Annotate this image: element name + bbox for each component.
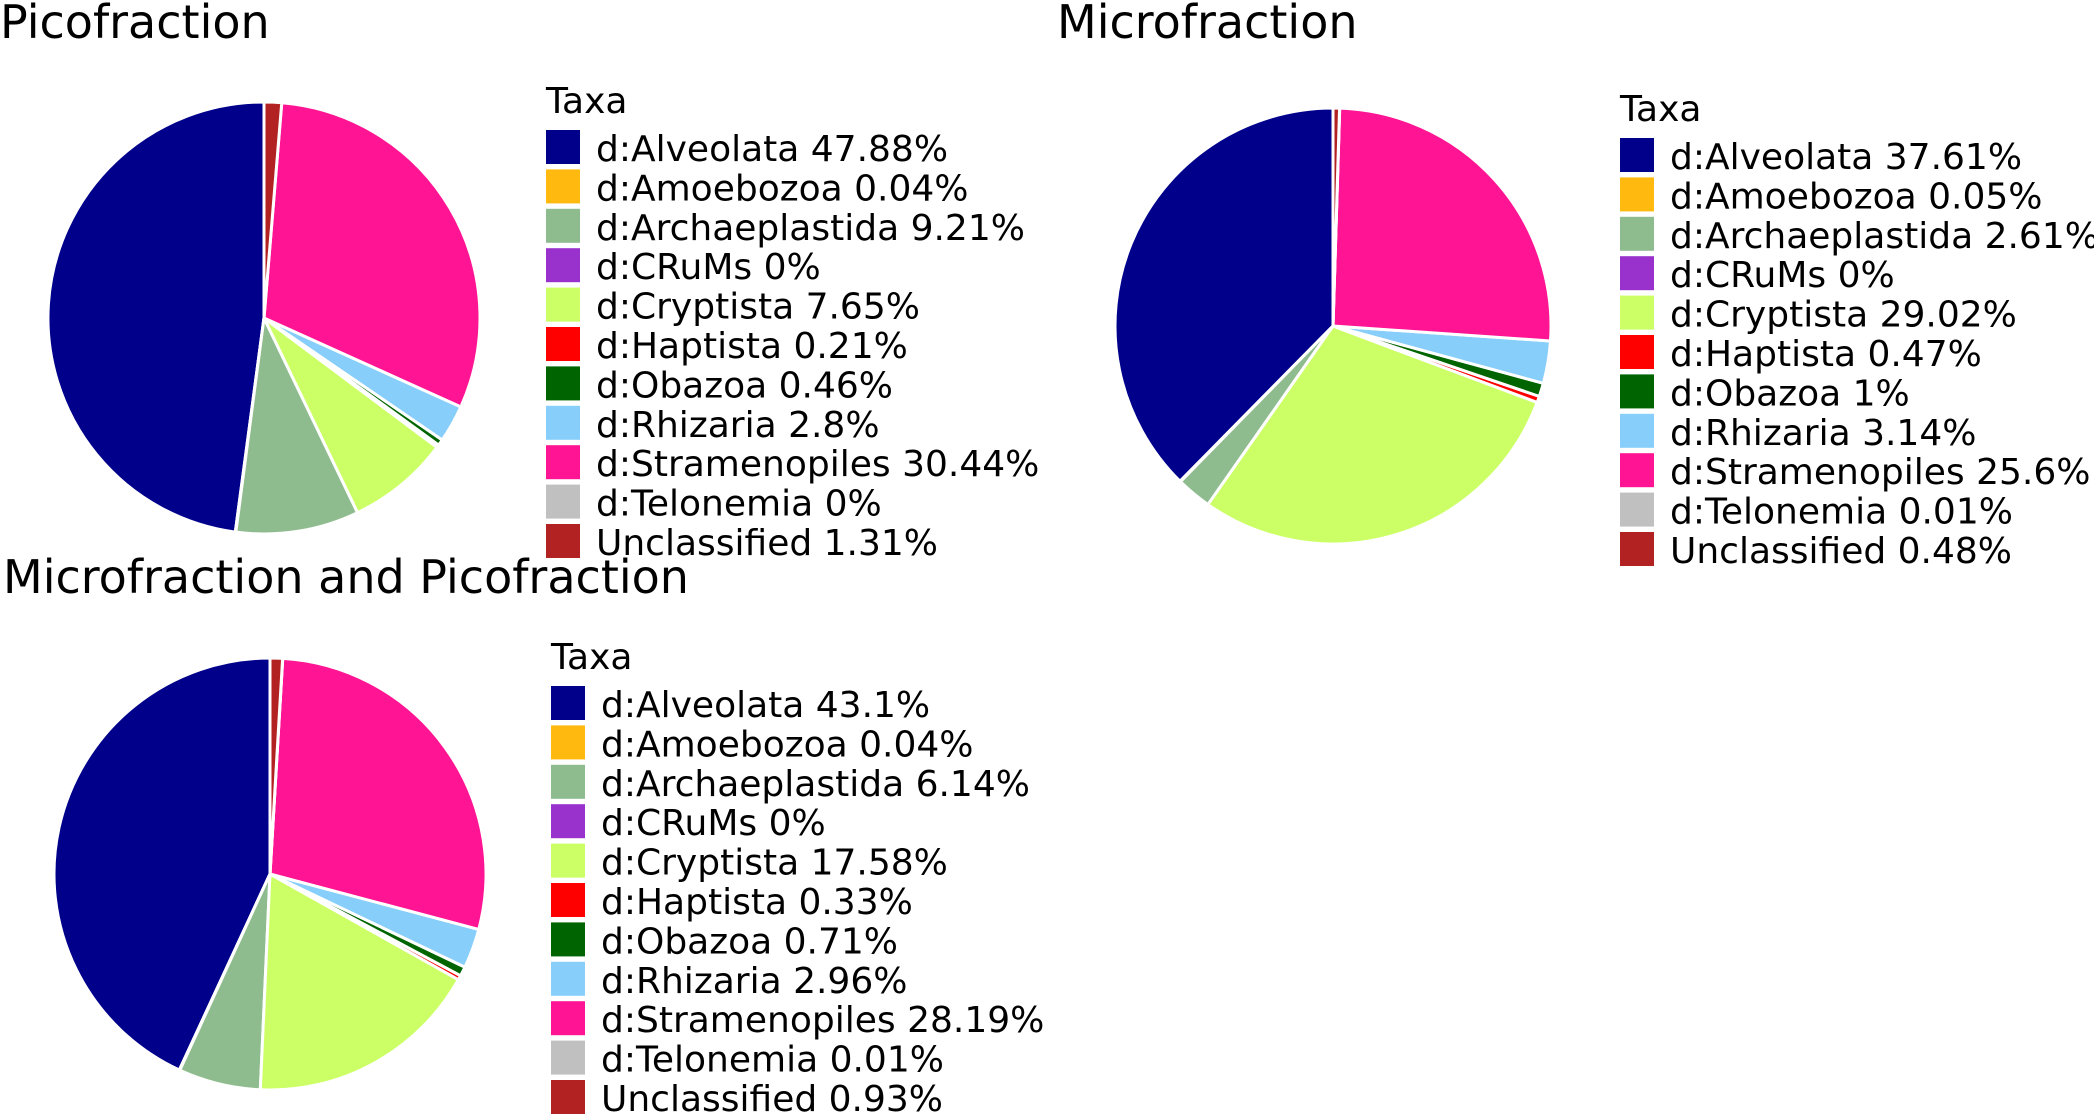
legend-label-d-cryptista: d:Cryptista 17.58% (601, 843, 948, 884)
pie-slice-unclassified (1331, 106, 1342, 328)
pie-slice-d-alveolata (52, 656, 272, 1072)
legend-key-d-crums (546, 248, 580, 283)
legend-label-d-archaeplastida: d:Archaeplastida 9.21% (596, 208, 1025, 249)
legend-key-d-rhizaria (546, 405, 580, 440)
legend-label-d-alveolata: d:Alveolata 47.88% (596, 129, 948, 170)
legend-label-d-telonemia: d:Telonemia 0.01% (1670, 492, 2013, 533)
legend-label-d-cryptista: d:Cryptista 7.65% (596, 287, 920, 328)
pie-slice-unclassified (268, 656, 285, 876)
legend-key-d-obazoa (1620, 374, 1654, 409)
legend-label-d-cryptista: d:Cryptista 29.02% (1670, 295, 2017, 336)
pie-slice-d-archaeplastida (234, 316, 360, 536)
legend-label-d-amoebozoa: d:Amoebozoa 0.05% (1670, 176, 2043, 217)
legend-label-unclassified: Unclassified 0.93% (601, 1079, 943, 1119)
legend-key-d-alveolata (1620, 138, 1654, 172)
legend-label-d-alveolata: d:Alveolata 37.61% (1670, 137, 2022, 178)
legend-key-d-crums (551, 804, 585, 839)
pie-microfraction-and-picofraction (52, 656, 488, 1092)
legend-key-unclassified (546, 524, 580, 558)
legend-label-d-stramenopiles: d:Stramenopiles 25.6% (1670, 452, 2090, 493)
legend-microfraction-and-picofraction: Taxa d:Alveolata 43.1%d:Amoebozoa 0.04%d… (550, 637, 1044, 1119)
legend-label-d-crums: d:CRuMs 0% (601, 803, 826, 844)
legend-key-d-alveolata (546, 130, 580, 164)
legend-key-d-obazoa (546, 366, 580, 401)
legend-key-d-cryptista (546, 287, 580, 322)
legend-key-d-rhizaria (551, 961, 585, 996)
legend-label-d-crums: d:CRuMs 0% (596, 247, 821, 288)
chart-title-picofraction: Picofraction (0, 0, 270, 49)
legend-key-d-archaeplastida (546, 208, 580, 243)
legend-key-d-haptista (546, 327, 580, 361)
legend-title-microfraction-and-picofraction: Taxa (550, 637, 632, 678)
pie-slice-d-alveolata (1113, 106, 1335, 483)
pie-picofraction (46, 100, 482, 536)
legend-label-d-rhizaria: d:Rhizaria 3.14% (1670, 413, 1976, 454)
legend-key-d-archaeplastida (551, 764, 585, 799)
pie-slice-unclassified (262, 100, 284, 320)
pie-slice-d-stramenopiles (1331, 106, 1553, 343)
legend-label-d-rhizaria: d:Rhizaria 2.8% (596, 405, 880, 446)
legend-key-d-alveolata (551, 686, 585, 720)
legend-label-d-rhizaria: d:Rhizaria 2.96% (601, 961, 907, 1002)
legend-key-d-obazoa (551, 922, 585, 957)
legend-key-d-amoebozoa (546, 169, 580, 204)
legend-key-d-cryptista (1620, 295, 1654, 330)
legend-key-d-amoebozoa (1620, 177, 1654, 212)
legend-label-d-archaeplastida: d:Archaeplastida 6.14% (601, 764, 1030, 805)
legend-key-d-archaeplastida (1620, 216, 1654, 251)
panel-picofraction: Picofraction Taxa d:Alveolata 47.88%d:Am… (0, 0, 1039, 564)
legend-label-d-amoebozoa: d:Amoebozoa 0.04% (601, 724, 974, 765)
pie-slice-d-alveolata (46, 100, 266, 534)
legend-key-d-telonemia (1620, 492, 1654, 527)
legend-key-d-telonemia (546, 484, 580, 519)
pie-microfraction (1113, 106, 1553, 546)
chart-title-microfraction-and-picofraction: Microfraction and Picofraction (3, 550, 689, 604)
legend-label-d-obazoa: d:Obazoa 0.71% (601, 921, 898, 962)
legend-key-unclassified (1620, 532, 1654, 566)
legend-label-unclassified: Unclassified 1.31% (596, 523, 938, 564)
legend-microfraction: Taxa d:Alveolata 37.61%d:Amoebozoa 0.05%… (1619, 89, 2094, 572)
legend-title-microfraction: Taxa (1619, 89, 1701, 130)
legend-key-d-rhizaria (1620, 413, 1654, 448)
legend-key-d-cryptista (551, 843, 585, 878)
pie-slice-d-stramenopiles (268, 656, 488, 931)
legend-label-unclassified: Unclassified 0.48% (1670, 531, 2012, 572)
legend-label-d-haptista: d:Haptista 0.21% (596, 326, 908, 367)
pie-slice-d-cryptista (262, 316, 439, 515)
chart-title-microfraction: Microfraction (1057, 0, 1358, 49)
legend-label-d-stramenopiles: d:Stramenopiles 30.44% (596, 444, 1039, 485)
legend-key-d-haptista (551, 883, 585, 917)
legend-label-d-telonemia: d:Telonemia 0% (596, 484, 882, 525)
legend-label-d-stramenopiles: d:Stramenopiles 28.19% (601, 1000, 1044, 1041)
pie-slice-d-cryptista (1206, 324, 1539, 546)
legend-label-d-obazoa: d:Obazoa 1% (1670, 373, 1910, 414)
legend-picofraction: Taxa d:Alveolata 47.88%d:Amoebozoa 0.04%… (545, 81, 1039, 564)
legend-key-d-stramenopiles (546, 445, 580, 480)
legend-label-d-haptista: d:Haptista 0.47% (1670, 334, 1982, 375)
legend-title-picofraction: Taxa (545, 81, 627, 122)
legend-key-d-stramenopiles (551, 1001, 585, 1036)
legend-label-d-amoebozoa: d:Amoebozoa 0.04% (596, 168, 969, 209)
legend-key-d-haptista (1620, 335, 1654, 369)
legend-label-d-crums: d:CRuMs 0% (1670, 255, 1895, 296)
pie-slice-d-cryptista (258, 872, 460, 1092)
legend-key-unclassified (551, 1080, 585, 1114)
legend-label-d-alveolata: d:Alveolata 43.1% (601, 685, 930, 726)
legend-key-d-amoebozoa (551, 725, 585, 760)
legend-key-d-stramenopiles (1620, 453, 1654, 488)
legend-label-d-obazoa: d:Obazoa 0.46% (596, 365, 893, 406)
legend-label-d-haptista: d:Haptista 0.33% (601, 882, 913, 923)
pie-slice-d-stramenopiles (262, 101, 482, 409)
legend-key-d-crums (1620, 256, 1654, 291)
panel-microfraction-and-picofraction: Microfraction and Picofraction Taxa d:Al… (3, 550, 1044, 1119)
panel-microfraction: Microfraction Taxa d:Alveolata 37.61%d:A… (1057, 0, 2094, 572)
legend-label-d-telonemia: d:Telonemia 0.01% (601, 1040, 944, 1081)
legend-label-d-archaeplastida: d:Archaeplastida 2.61% (1670, 216, 2094, 257)
legend-key-d-telonemia (551, 1040, 585, 1075)
